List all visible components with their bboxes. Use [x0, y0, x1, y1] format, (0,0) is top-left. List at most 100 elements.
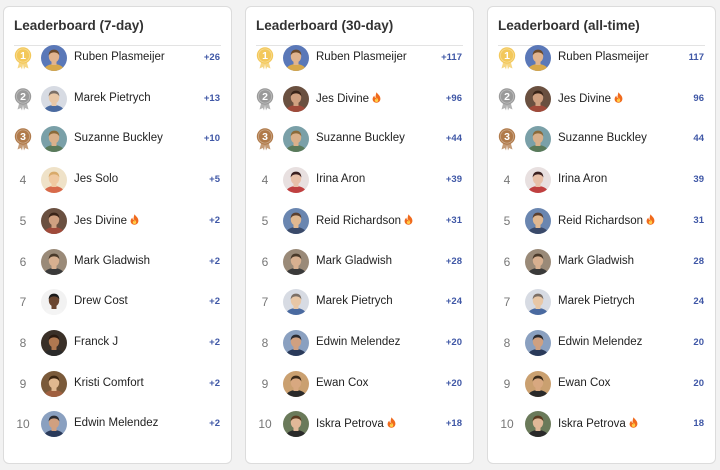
- leaderboard-row[interactable]: 8 Edwin Melendez +20: [246, 323, 473, 363]
- avatar[interactable]: [41, 411, 67, 438]
- avatar[interactable]: [283, 85, 309, 112]
- user-name[interactable]: Iskra Petrova: [316, 417, 396, 430]
- avatar[interactable]: [41, 207, 67, 234]
- leaderboard-row[interactable]: 8 Edwin Melendez 20: [488, 323, 715, 363]
- leaderboard-row[interactable]: 7 Marek Pietrych +24: [246, 282, 473, 322]
- leaderboard-row[interactable]: 4 Irina Aron +39: [246, 160, 473, 200]
- leaderboard-row[interactable]: 9 Ewan Cox +20: [246, 364, 473, 404]
- avatar[interactable]: [525, 207, 551, 234]
- user-name[interactable]: Franck J: [74, 336, 118, 348]
- score: +26: [203, 52, 220, 63]
- avatar[interactable]: [41, 126, 67, 153]
- avatar[interactable]: [525, 248, 551, 275]
- leaderboard-row[interactable]: 3 Suzanne Buckley 44: [488, 119, 715, 159]
- leaderboard-row[interactable]: 4 Irina Aron 39: [488, 160, 715, 200]
- user-name[interactable]: Mark Gladwish: [74, 255, 150, 267]
- avatar[interactable]: [525, 167, 551, 194]
- avatar[interactable]: [525, 126, 551, 153]
- leaderboard-row[interactable]: 7 Marek Pietrych 24: [488, 282, 715, 322]
- score: 28: [693, 255, 704, 267]
- user-name-text: Marek Pietrych: [316, 295, 393, 308]
- user-name[interactable]: Suzanne Buckley: [558, 132, 647, 144]
- leaderboard-row[interactable]: 1 Ruben Plasmeijer +117: [246, 38, 473, 78]
- rank-number: 9: [503, 376, 511, 391]
- rank-number: 10: [500, 417, 514, 432]
- leaderboard-row[interactable]: 10 Edwin Melendez +2: [4, 404, 231, 444]
- user-name[interactable]: Drew Cost: [74, 295, 128, 307]
- leaderboard-row[interactable]: 3 Suzanne Buckley +44: [246, 119, 473, 159]
- fire-icon: [372, 91, 381, 103]
- avatar[interactable]: [41, 289, 67, 316]
- leaderboard-row[interactable]: 10 Iskra Petrova +18: [246, 404, 473, 444]
- user-name[interactable]: Irina Aron: [316, 173, 365, 185]
- leaderboard-row[interactable]: 1 Ruben Plasmeijer 117: [488, 38, 715, 78]
- leaderboard-row[interactable]: 2 Marek Pietrych +13: [4, 79, 231, 119]
- user-name[interactable]: Jes Divine: [74, 214, 139, 227]
- leaderboard-row[interactable]: 1 Ruben Plasmeijer +26: [4, 38, 231, 78]
- avatar[interactable]: [41, 370, 67, 397]
- user-name[interactable]: Reid Richardson: [558, 214, 655, 227]
- leaderboard-row[interactable]: 3 Suzanne Buckley +10: [4, 119, 231, 159]
- leaderboard-row[interactable]: 6 Mark Gladwish +2: [4, 242, 231, 282]
- leaderboard-row[interactable]: 2 Jes Divine +96: [246, 79, 473, 119]
- avatar[interactable]: [283, 45, 309, 71]
- leaderboard-row[interactable]: 4 Jes Solo +5: [4, 160, 231, 200]
- user-name[interactable]: Jes Divine: [558, 91, 623, 105]
- user-name[interactable]: Irina Aron: [558, 173, 607, 185]
- avatar[interactable]: [283, 370, 309, 397]
- avatar[interactable]: [283, 167, 309, 194]
- user-name[interactable]: Edwin Melendez: [74, 417, 158, 429]
- leaderboard-row[interactable]: 2 Jes Divine 96: [488, 79, 715, 119]
- user-name[interactable]: Mark Gladwish: [316, 255, 392, 267]
- user-name[interactable]: Ruben Plasmeijer: [74, 51, 165, 63]
- user-name[interactable]: Marek Pietrych: [558, 295, 635, 307]
- leaderboard-30-day: Leaderboard (30-day) 1 Ruben Plasmeijer +1…: [245, 6, 474, 464]
- user-name[interactable]: Marek Pietrych: [316, 295, 393, 307]
- user-name[interactable]: Ruben Plasmeijer: [316, 51, 407, 63]
- avatar[interactable]: [283, 411, 309, 438]
- user-name[interactable]: Ruben Plasmeijer: [558, 51, 649, 63]
- avatar[interactable]: [41, 167, 67, 194]
- avatar[interactable]: [525, 85, 551, 112]
- leaderboard-row[interactable]: 9 Kristi Comfort +2: [4, 364, 231, 404]
- leaderboard-row[interactable]: 8 Franck J +2: [4, 323, 231, 363]
- user-name[interactable]: Edwin Melendez: [316, 336, 400, 348]
- avatar[interactable]: [283, 207, 309, 234]
- rank-number: 9: [261, 376, 269, 391]
- score: 117: [688, 52, 704, 63]
- leaderboard-row[interactable]: 6 Mark Gladwish +28: [246, 242, 473, 282]
- avatar[interactable]: [525, 329, 551, 356]
- user-name[interactable]: Suzanne Buckley: [74, 132, 163, 144]
- leaderboard-row[interactable]: 5 Jes Divine +2: [4, 201, 231, 241]
- avatar[interactable]: [283, 289, 309, 316]
- user-name[interactable]: Ewan Cox: [316, 377, 368, 389]
- leaderboard-row[interactable]: 9 Ewan Cox 20: [488, 364, 715, 404]
- user-name-text: Suzanne Buckley: [74, 132, 163, 145]
- user-name[interactable]: Jes Solo: [74, 173, 118, 185]
- leaderboard-row[interactable]: 10 Iskra Petrova 18: [488, 404, 715, 444]
- leaderboard-row[interactable]: 7 Drew Cost +2: [4, 282, 231, 322]
- leaderboard-row[interactable]: 5 Reid Richardson 31: [488, 201, 715, 241]
- avatar[interactable]: [283, 248, 309, 275]
- avatar[interactable]: [525, 45, 551, 71]
- user-name[interactable]: Edwin Melendez: [558, 336, 642, 348]
- user-name[interactable]: Iskra Petrova: [558, 417, 638, 430]
- avatar[interactable]: [283, 126, 309, 153]
- avatar[interactable]: [41, 85, 67, 112]
- user-name[interactable]: Mark Gladwish: [558, 255, 634, 267]
- avatar[interactable]: [525, 411, 551, 438]
- user-name[interactable]: Marek Pietrych: [74, 92, 151, 104]
- user-name[interactable]: Suzanne Buckley: [316, 132, 405, 144]
- avatar[interactable]: [41, 329, 67, 356]
- leaderboard-row[interactable]: 6 Mark Gladwish 28: [488, 242, 715, 282]
- user-name[interactable]: Reid Richardson: [316, 214, 413, 227]
- leaderboard-row[interactable]: 5 Reid Richardson +31: [246, 201, 473, 241]
- avatar[interactable]: [525, 289, 551, 316]
- avatar[interactable]: [41, 45, 67, 71]
- user-name[interactable]: Ewan Cox: [558, 377, 610, 389]
- user-name[interactable]: Jes Divine: [316, 91, 381, 105]
- user-name[interactable]: Kristi Comfort: [74, 377, 144, 389]
- avatar[interactable]: [283, 329, 309, 356]
- avatar[interactable]: [41, 248, 67, 275]
- avatar[interactable]: [525, 370, 551, 397]
